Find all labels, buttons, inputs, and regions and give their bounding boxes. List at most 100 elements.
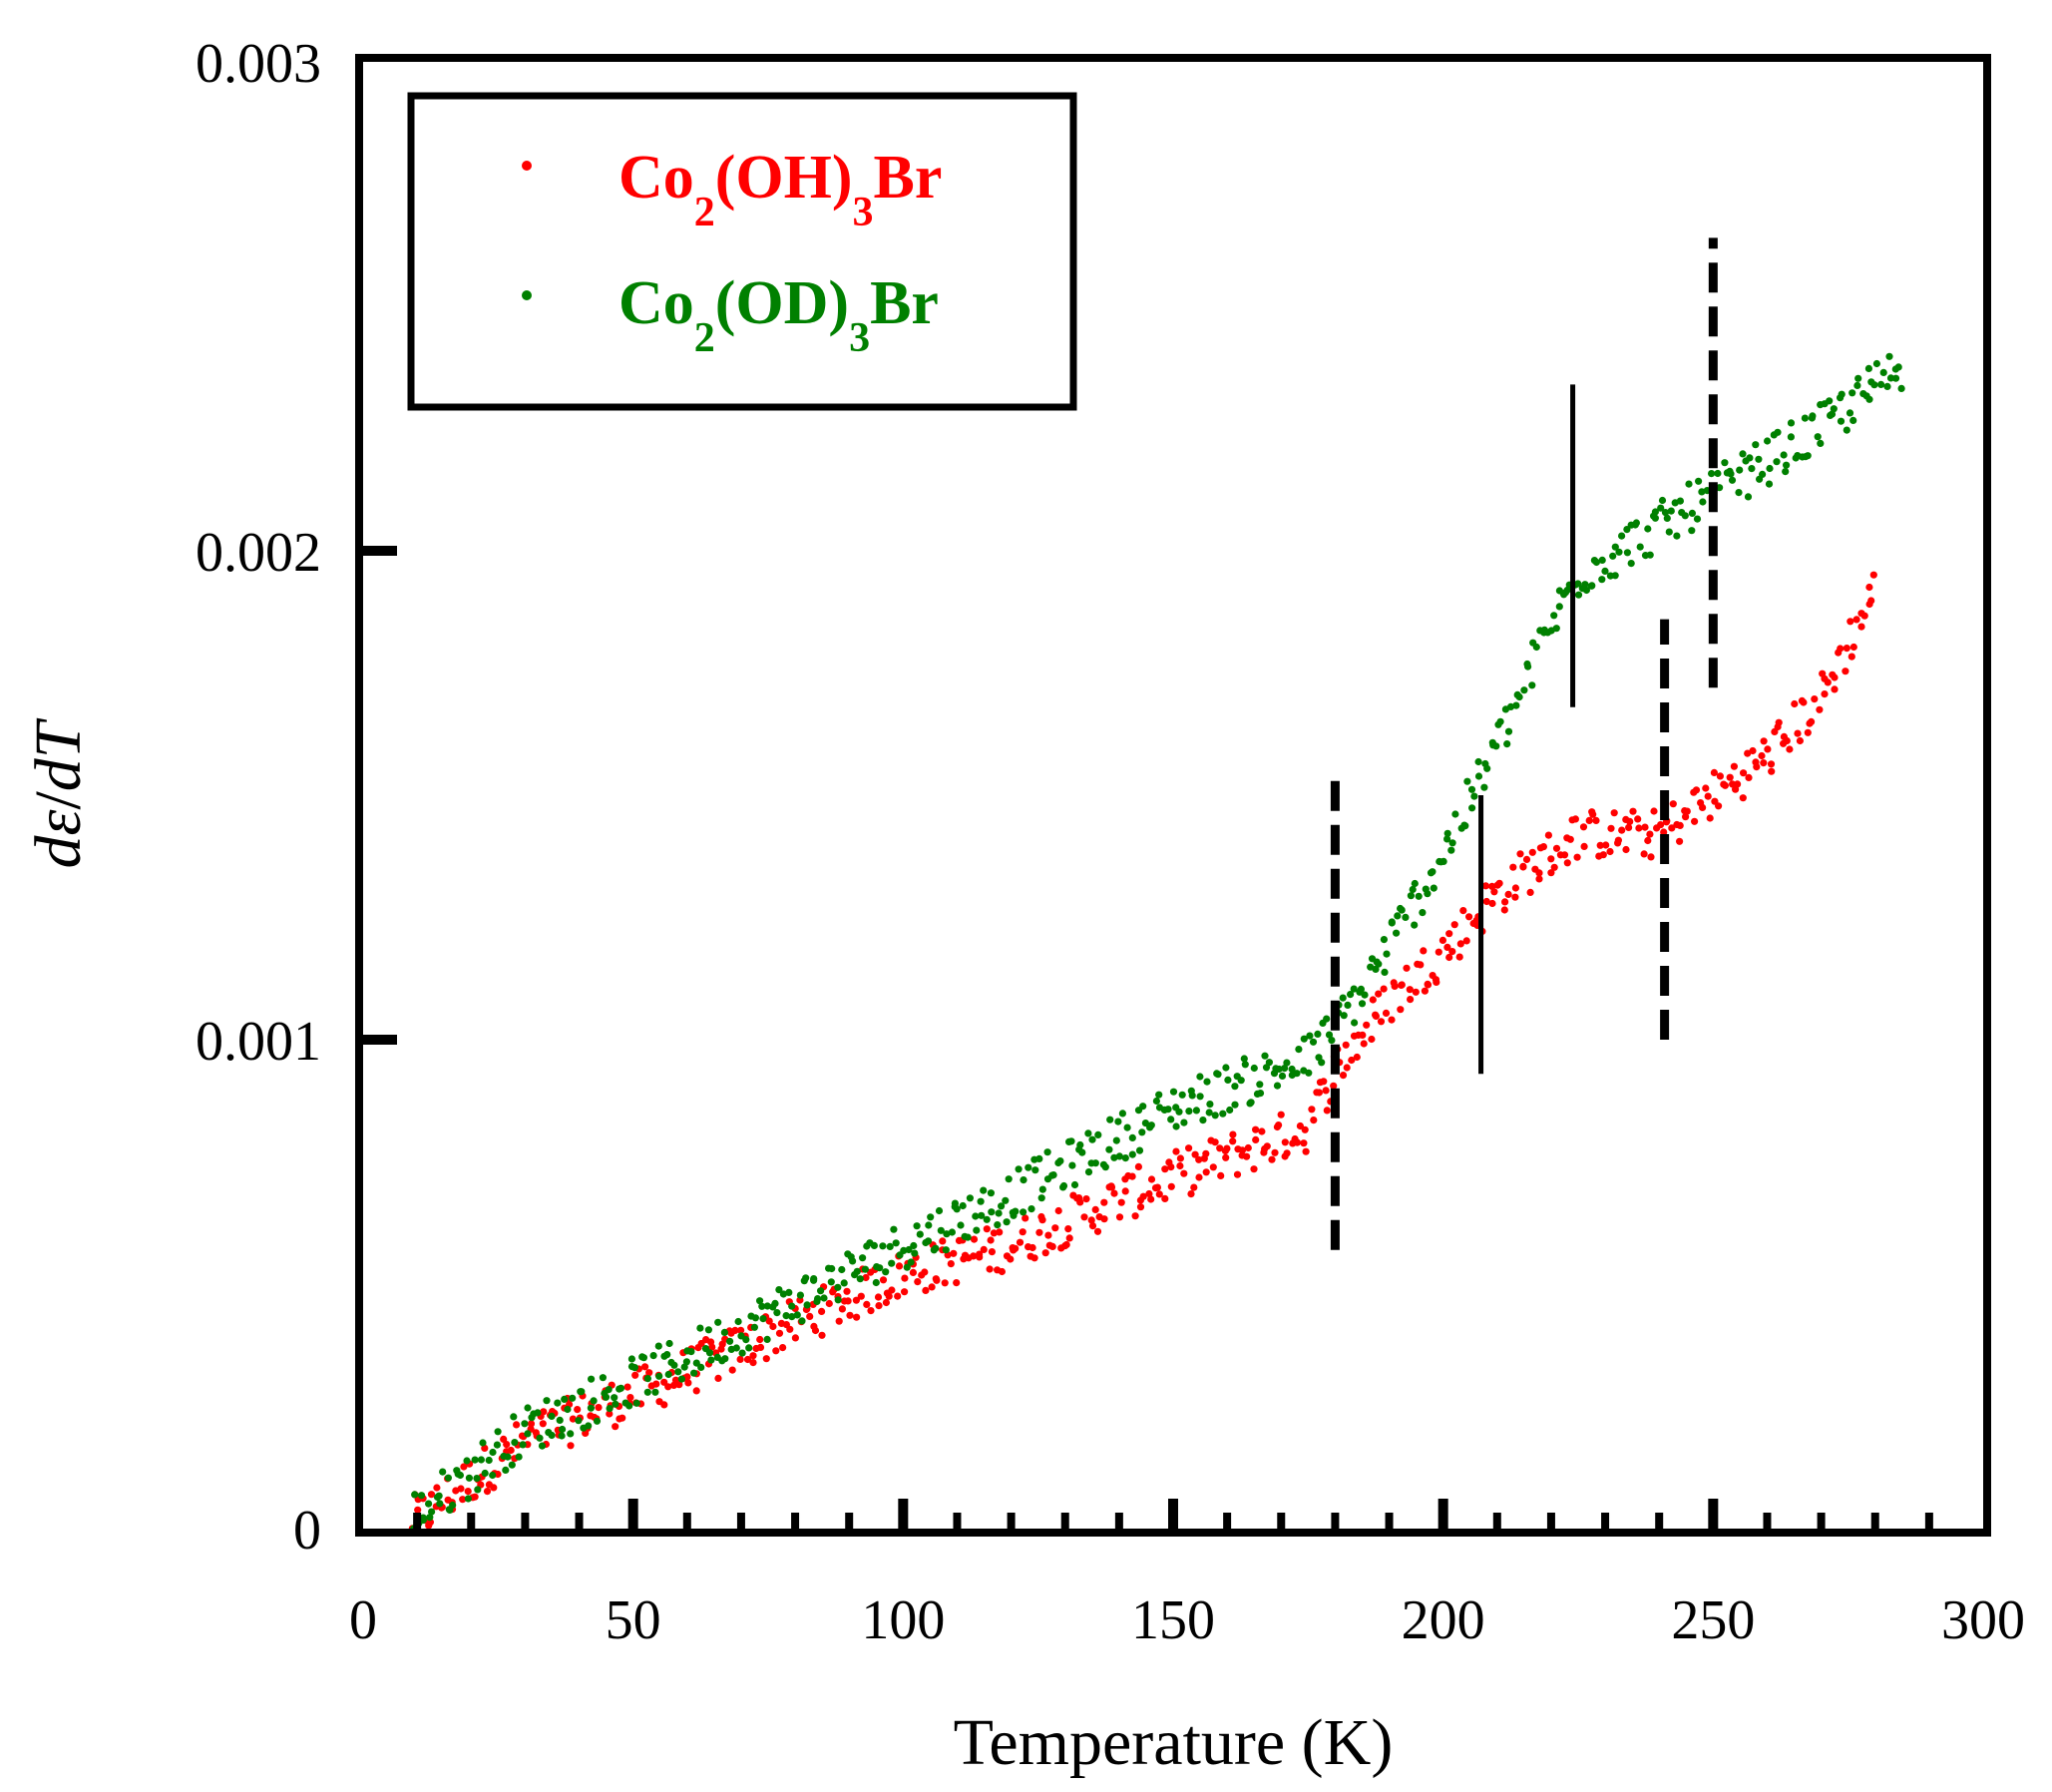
data-point [988, 1248, 997, 1256]
data-point [1606, 847, 1614, 856]
data-point [490, 1484, 498, 1492]
data-point [1281, 1065, 1289, 1073]
data-point [759, 1315, 767, 1323]
data-point [1380, 936, 1388, 944]
data-point [1043, 1148, 1051, 1156]
data-point [1244, 1143, 1252, 1152]
data-point [779, 1344, 787, 1352]
data-point [1435, 948, 1442, 956]
data-point [1187, 1087, 1195, 1095]
data-point [574, 1406, 582, 1414]
data-point [1110, 1189, 1118, 1197]
data-point [802, 1274, 810, 1282]
data-point [1252, 1135, 1260, 1143]
data-point [1809, 412, 1817, 420]
data-point [1550, 612, 1558, 620]
data-point [1571, 815, 1579, 823]
data-point [1005, 1175, 1013, 1183]
data-point [1038, 1216, 1046, 1224]
axis-ticks-layer [363, 546, 1933, 1529]
data-point [687, 1348, 695, 1356]
data-point [1626, 817, 1634, 826]
data-point [1739, 794, 1747, 802]
data-point [726, 1337, 734, 1345]
data-point [1016, 1238, 1025, 1246]
x-axis-title: Temperature (K) [954, 1706, 1394, 1779]
data-point [1330, 1082, 1338, 1090]
data-point [1627, 560, 1635, 568]
data-point [569, 1415, 578, 1423]
data-point [1528, 681, 1536, 689]
data-point [1456, 940, 1464, 948]
data-point [1635, 824, 1643, 832]
data-point [1842, 668, 1849, 675]
data-point [481, 1469, 489, 1478]
data-point [728, 1366, 736, 1374]
data-point [1768, 767, 1776, 775]
data-point [779, 1290, 788, 1298]
data-point [1087, 1216, 1095, 1224]
data-point [853, 1267, 861, 1275]
data-point [1767, 760, 1776, 768]
data-point [1205, 1109, 1213, 1117]
data-point [1647, 853, 1655, 861]
data-point [489, 1471, 497, 1480]
data-point [690, 1369, 698, 1377]
data-point [1224, 1076, 1232, 1084]
data-point [1894, 363, 1902, 371]
data-point [1100, 1215, 1108, 1223]
data-point [1615, 548, 1623, 556]
data-point [606, 1410, 614, 1418]
data-point [1393, 929, 1401, 937]
data-point [705, 1349, 714, 1357]
data-point [1483, 764, 1491, 772]
data-point [510, 1413, 518, 1421]
data-point [1223, 1144, 1231, 1152]
data-point [704, 1326, 713, 1334]
data-point [721, 1355, 729, 1363]
data-point [1407, 892, 1415, 900]
data-point [1340, 1012, 1348, 1020]
data-point [473, 1475, 481, 1483]
data-point [835, 1317, 843, 1325]
data-point [459, 1496, 467, 1504]
data-point [481, 1444, 489, 1452]
data-point [524, 1404, 532, 1412]
legend-oh-part-3: (OH) [715, 144, 853, 212]
data-point [1302, 1147, 1310, 1155]
data-point [1728, 476, 1737, 484]
data-point [1824, 678, 1832, 686]
data-point [1752, 441, 1760, 449]
data-point [1660, 828, 1668, 836]
data-point [696, 1324, 704, 1332]
data-point [1320, 1078, 1328, 1086]
data-point [1668, 824, 1676, 832]
data-point [1191, 1150, 1199, 1158]
data-point [463, 1457, 471, 1465]
data-point [611, 1394, 618, 1402]
data-point [818, 1307, 826, 1315]
data-point [745, 1344, 753, 1352]
data-point [798, 1317, 806, 1325]
data-point [1774, 428, 1782, 436]
data-point [652, 1380, 660, 1388]
data-point [983, 1215, 991, 1223]
data-point [909, 1268, 918, 1276]
data-point [1746, 454, 1754, 462]
data-point [734, 1317, 742, 1326]
data-point [1261, 1052, 1269, 1060]
data-point [1007, 1255, 1015, 1263]
legend-od-part-1: Co [618, 269, 694, 337]
data-point [1523, 660, 1531, 669]
data-point [1192, 1107, 1200, 1115]
data-point [1744, 493, 1753, 501]
data-point [990, 1229, 999, 1237]
data-point [1511, 884, 1519, 892]
data-point [935, 1206, 944, 1215]
data-point [1698, 488, 1706, 496]
data-point [1726, 773, 1734, 781]
data-point [1300, 1035, 1308, 1043]
data-point [1167, 1116, 1175, 1123]
data-point [1509, 863, 1517, 871]
data-point [1764, 437, 1772, 445]
